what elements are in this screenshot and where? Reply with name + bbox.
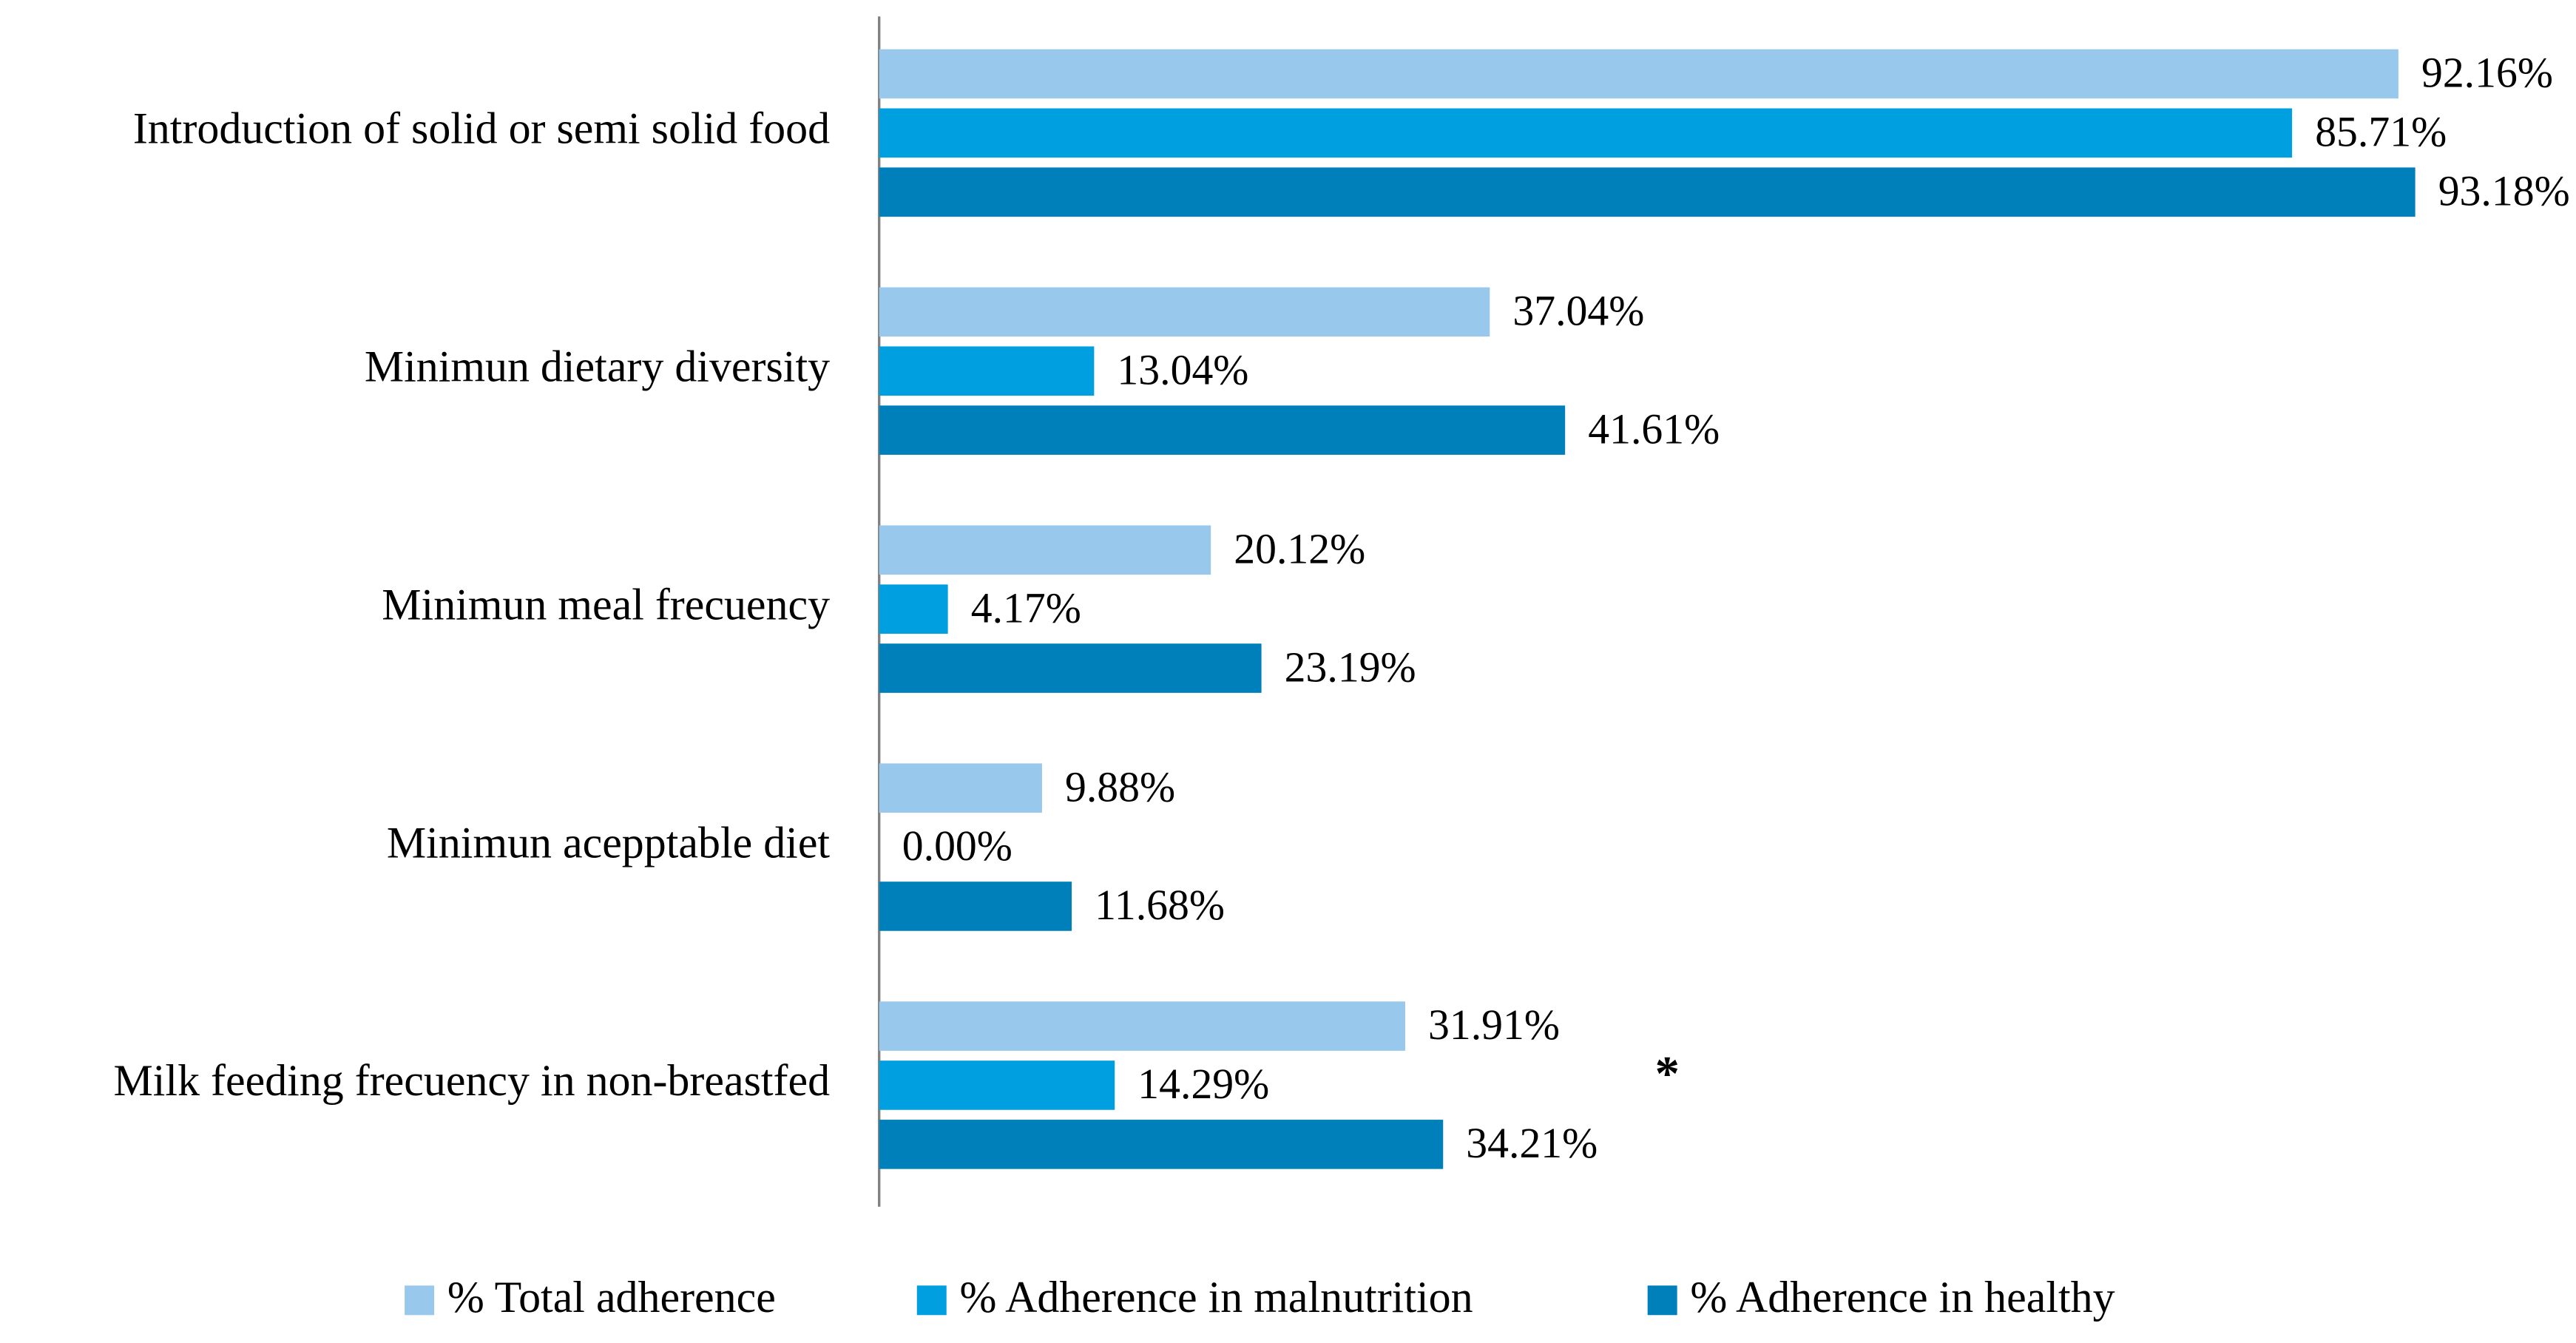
bar [879, 882, 1072, 931]
legend-swatch [916, 1285, 947, 1316]
bar [879, 287, 1490, 337]
value-label: 4.17% [971, 585, 1081, 632]
bar [879, 405, 1566, 455]
category-label: Minimun dietary diversity [365, 342, 830, 390]
value-label: 31.91% [1428, 1002, 1560, 1049]
category-label: Introduction of solid or semi solid food [133, 104, 830, 153]
bar [879, 1120, 1444, 1169]
value-label: 92.16% [2421, 50, 2553, 97]
legend-label: % Total adherence [447, 1273, 776, 1322]
bar [879, 1001, 1405, 1051]
bar [879, 525, 1211, 575]
value-label: 93.18% [2438, 168, 2570, 214]
category-label: Minimun meal frecuency [382, 580, 830, 629]
legend-label: % Adherence in healthy [1690, 1273, 2114, 1322]
value-label: 20.12% [1234, 526, 1365, 572]
legend-swatch [405, 1285, 435, 1316]
value-label: 9.88% [1065, 764, 1175, 811]
category-label: Minimun acepptable diet [387, 818, 831, 867]
value-label: 13.04% [1117, 347, 1248, 393]
annotation: * [1655, 1047, 1680, 1101]
legend-swatch [1647, 1285, 1677, 1316]
value-label: 23.19% [1285, 644, 1416, 691]
bar [879, 763, 1042, 813]
value-label: 41.61% [1588, 406, 1720, 453]
bar [879, 346, 1095, 396]
value-label: 14.29% [1137, 1061, 1269, 1108]
bar [879, 167, 2416, 217]
bar [879, 49, 2398, 99]
category-label: Milk feeding frecuency in non-breastfed [113, 1056, 830, 1105]
bar [879, 1060, 1115, 1110]
bar [879, 584, 948, 634]
legend-label: % Adherence in malnutrition [959, 1273, 1473, 1322]
value-label: 85.71% [2315, 109, 2447, 156]
bar [879, 108, 2293, 158]
bar [879, 643, 1262, 693]
value-label: 37.04% [1512, 288, 1644, 334]
value-label: 11.68% [1095, 882, 1225, 929]
value-label: 34.21% [1466, 1120, 1598, 1167]
value-label: 0.00% [902, 823, 1013, 870]
